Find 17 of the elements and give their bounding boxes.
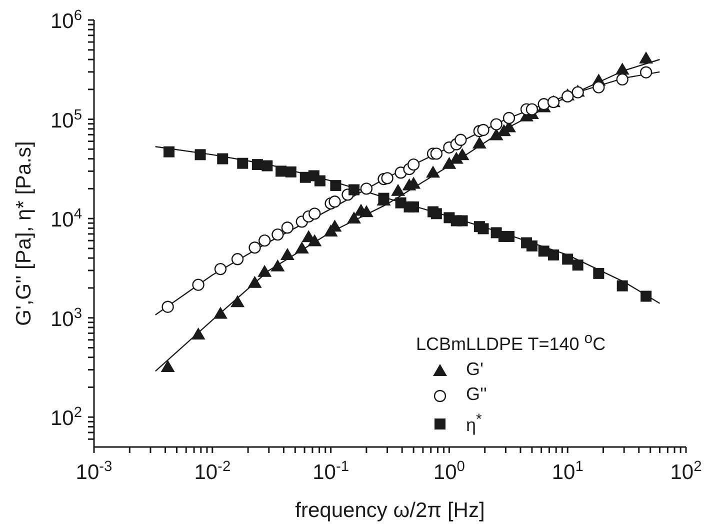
x-axis-title: frequency ω/2π [Hz] (295, 499, 485, 522)
y-tick-label: 10$^{5}$ (50, 107, 82, 132)
y-tick-label: 10$^{3}$ (50, 306, 82, 331)
legend-title: LCBmLLDPE T=140 $^{o}$C (416, 330, 606, 354)
legend-label: G'' (466, 383, 487, 406)
y-tick-label: 10$^{2}$ (50, 405, 82, 430)
y-tick-label: 10$^{4}$ (50, 206, 82, 232)
x-tick-label: 10$^{-1}$ (312, 459, 350, 484)
x-tick-label: 10$^{0}$ (433, 459, 465, 484)
legend-label: η$^{*}$ (466, 410, 482, 437)
legend-label: G' (466, 358, 484, 381)
x-tick-label: 10$^{2}$ (670, 459, 702, 484)
y-tick-label: 10$^{6}$ (50, 8, 82, 33)
y-axis-title: G',G'' [Pa], η* [Pa.s] (12, 141, 36, 326)
x-tick-label: 10$^{-2}$ (194, 459, 231, 484)
x-tick-label: 10$^{1}$ (552, 459, 584, 484)
x-tick-label: 10$^{-3}$ (76, 459, 112, 484)
